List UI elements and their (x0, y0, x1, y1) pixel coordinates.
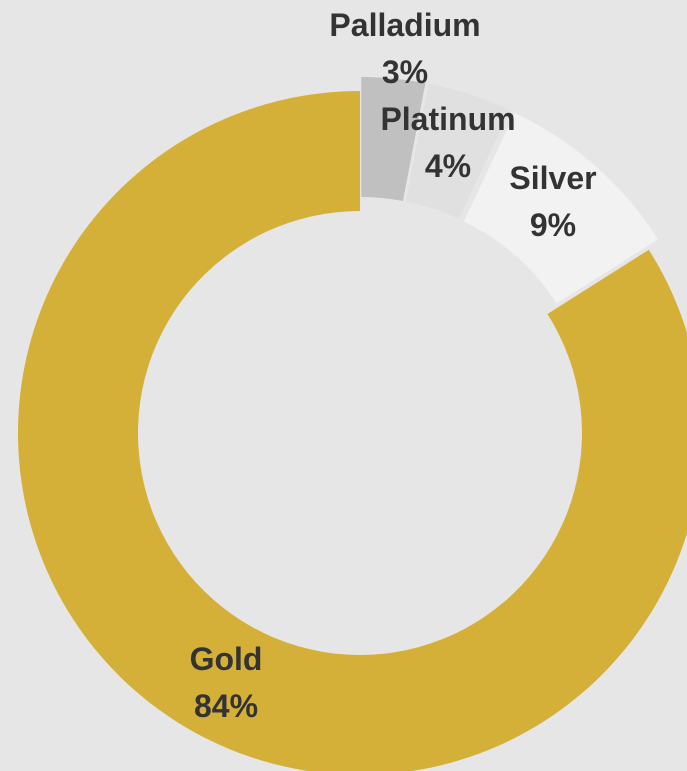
slice-label-silver: Silver (509, 160, 596, 196)
slice-label-palladium: Palladium (329, 7, 480, 43)
slice-percent-gold: 84% (194, 688, 258, 724)
slice-gold (18, 91, 687, 771)
slice-silver (463, 113, 659, 304)
slice-palladium (361, 77, 426, 201)
slice-percent-palladium: 3% (382, 54, 428, 90)
donut-slices (18, 77, 687, 771)
slice-percent-silver: 9% (530, 207, 576, 243)
slice-platinum (405, 83, 510, 219)
slice-percent-platinum: 4% (425, 148, 471, 184)
slice-label-gold: Gold (190, 641, 263, 677)
slice-label-platinum: Platinum (380, 101, 515, 137)
slice-labels: Palladium 3% Platinum 4% Silver 9% Gold 84% (190, 7, 597, 724)
